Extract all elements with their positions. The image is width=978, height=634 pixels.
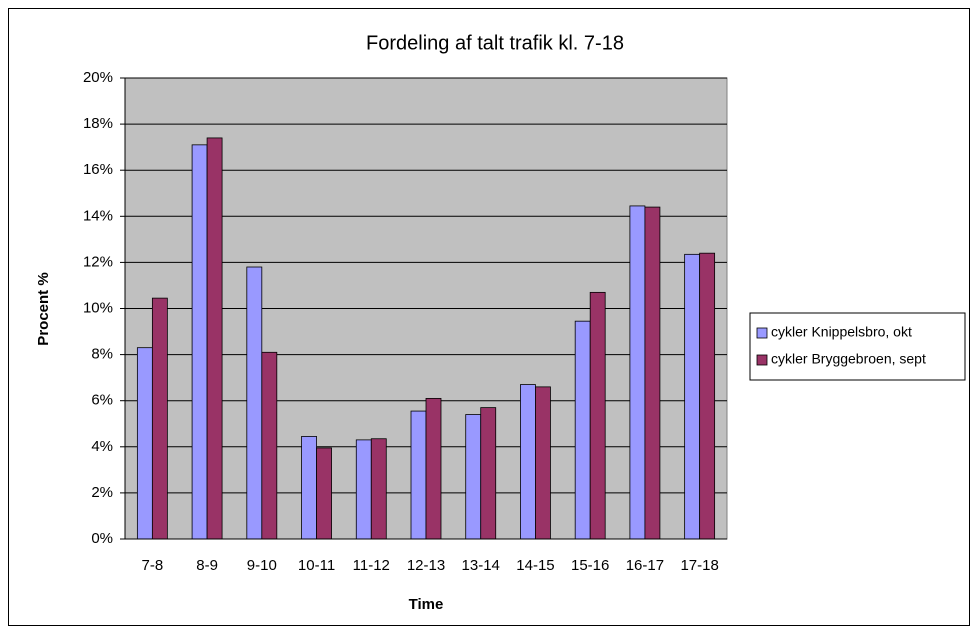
legend-swatch <box>756 354 768 366</box>
y-tick-label: 4% <box>91 438 113 455</box>
bar <box>136 347 153 540</box>
legend-box <box>749 312 966 381</box>
legend-swatch <box>756 327 768 339</box>
bar <box>410 410 427 540</box>
y-axis-label: Procent % <box>35 272 52 345</box>
bar <box>684 253 701 540</box>
legend-label: cykler Knippelsbro, okt <box>771 324 912 340</box>
bar <box>425 397 442 540</box>
legend-label: cykler Bryggebroen, sept <box>771 351 926 367</box>
bar <box>699 252 716 540</box>
bar <box>465 414 482 540</box>
x-tick-label: 9-10 <box>247 557 277 574</box>
x-tick-label: 13-14 <box>462 557 500 574</box>
x-axis-label: Time <box>409 596 444 613</box>
x-tick-label: 7-8 <box>142 557 164 574</box>
x-tick-label: 16-17 <box>626 557 664 574</box>
bar <box>301 436 317 540</box>
bar <box>206 137 223 540</box>
bar <box>355 439 372 540</box>
x-tick-label: 8-9 <box>196 557 218 574</box>
bar <box>520 384 536 540</box>
x-tick-label: 10-11 <box>298 557 335 574</box>
y-tick-label: 6% <box>91 392 113 409</box>
y-tick-label: 14% <box>83 207 113 224</box>
bar <box>629 205 646 540</box>
bar <box>191 144 208 540</box>
y-tick-label: 20% <box>83 69 113 86</box>
bar <box>480 407 497 540</box>
x-tick-label: 14-15 <box>516 557 554 574</box>
x-tick-label: 11-12 <box>353 557 390 574</box>
bar <box>589 291 606 540</box>
x-tick-label: 12-13 <box>407 557 445 574</box>
chart-title: Fordeling af talt trafik kl. 7-18 <box>366 32 624 54</box>
bar <box>261 351 278 540</box>
bar <box>246 266 263 540</box>
y-tick-label: 8% <box>91 346 113 363</box>
y-tick-label: 2% <box>91 484 113 501</box>
x-tick-label: 15-16 <box>571 557 609 574</box>
x-tick-label: 17-18 <box>680 557 718 574</box>
bar <box>151 297 168 540</box>
y-tick-label: 10% <box>83 299 113 316</box>
bar <box>535 386 551 540</box>
y-tick-label: 0% <box>91 530 113 547</box>
y-tick-label: 18% <box>83 115 113 132</box>
y-tick-label: 12% <box>83 253 113 270</box>
bar <box>644 206 661 540</box>
bar <box>370 438 387 540</box>
y-tick-label: 16% <box>83 161 113 178</box>
bar <box>316 447 332 540</box>
bar <box>574 320 591 540</box>
